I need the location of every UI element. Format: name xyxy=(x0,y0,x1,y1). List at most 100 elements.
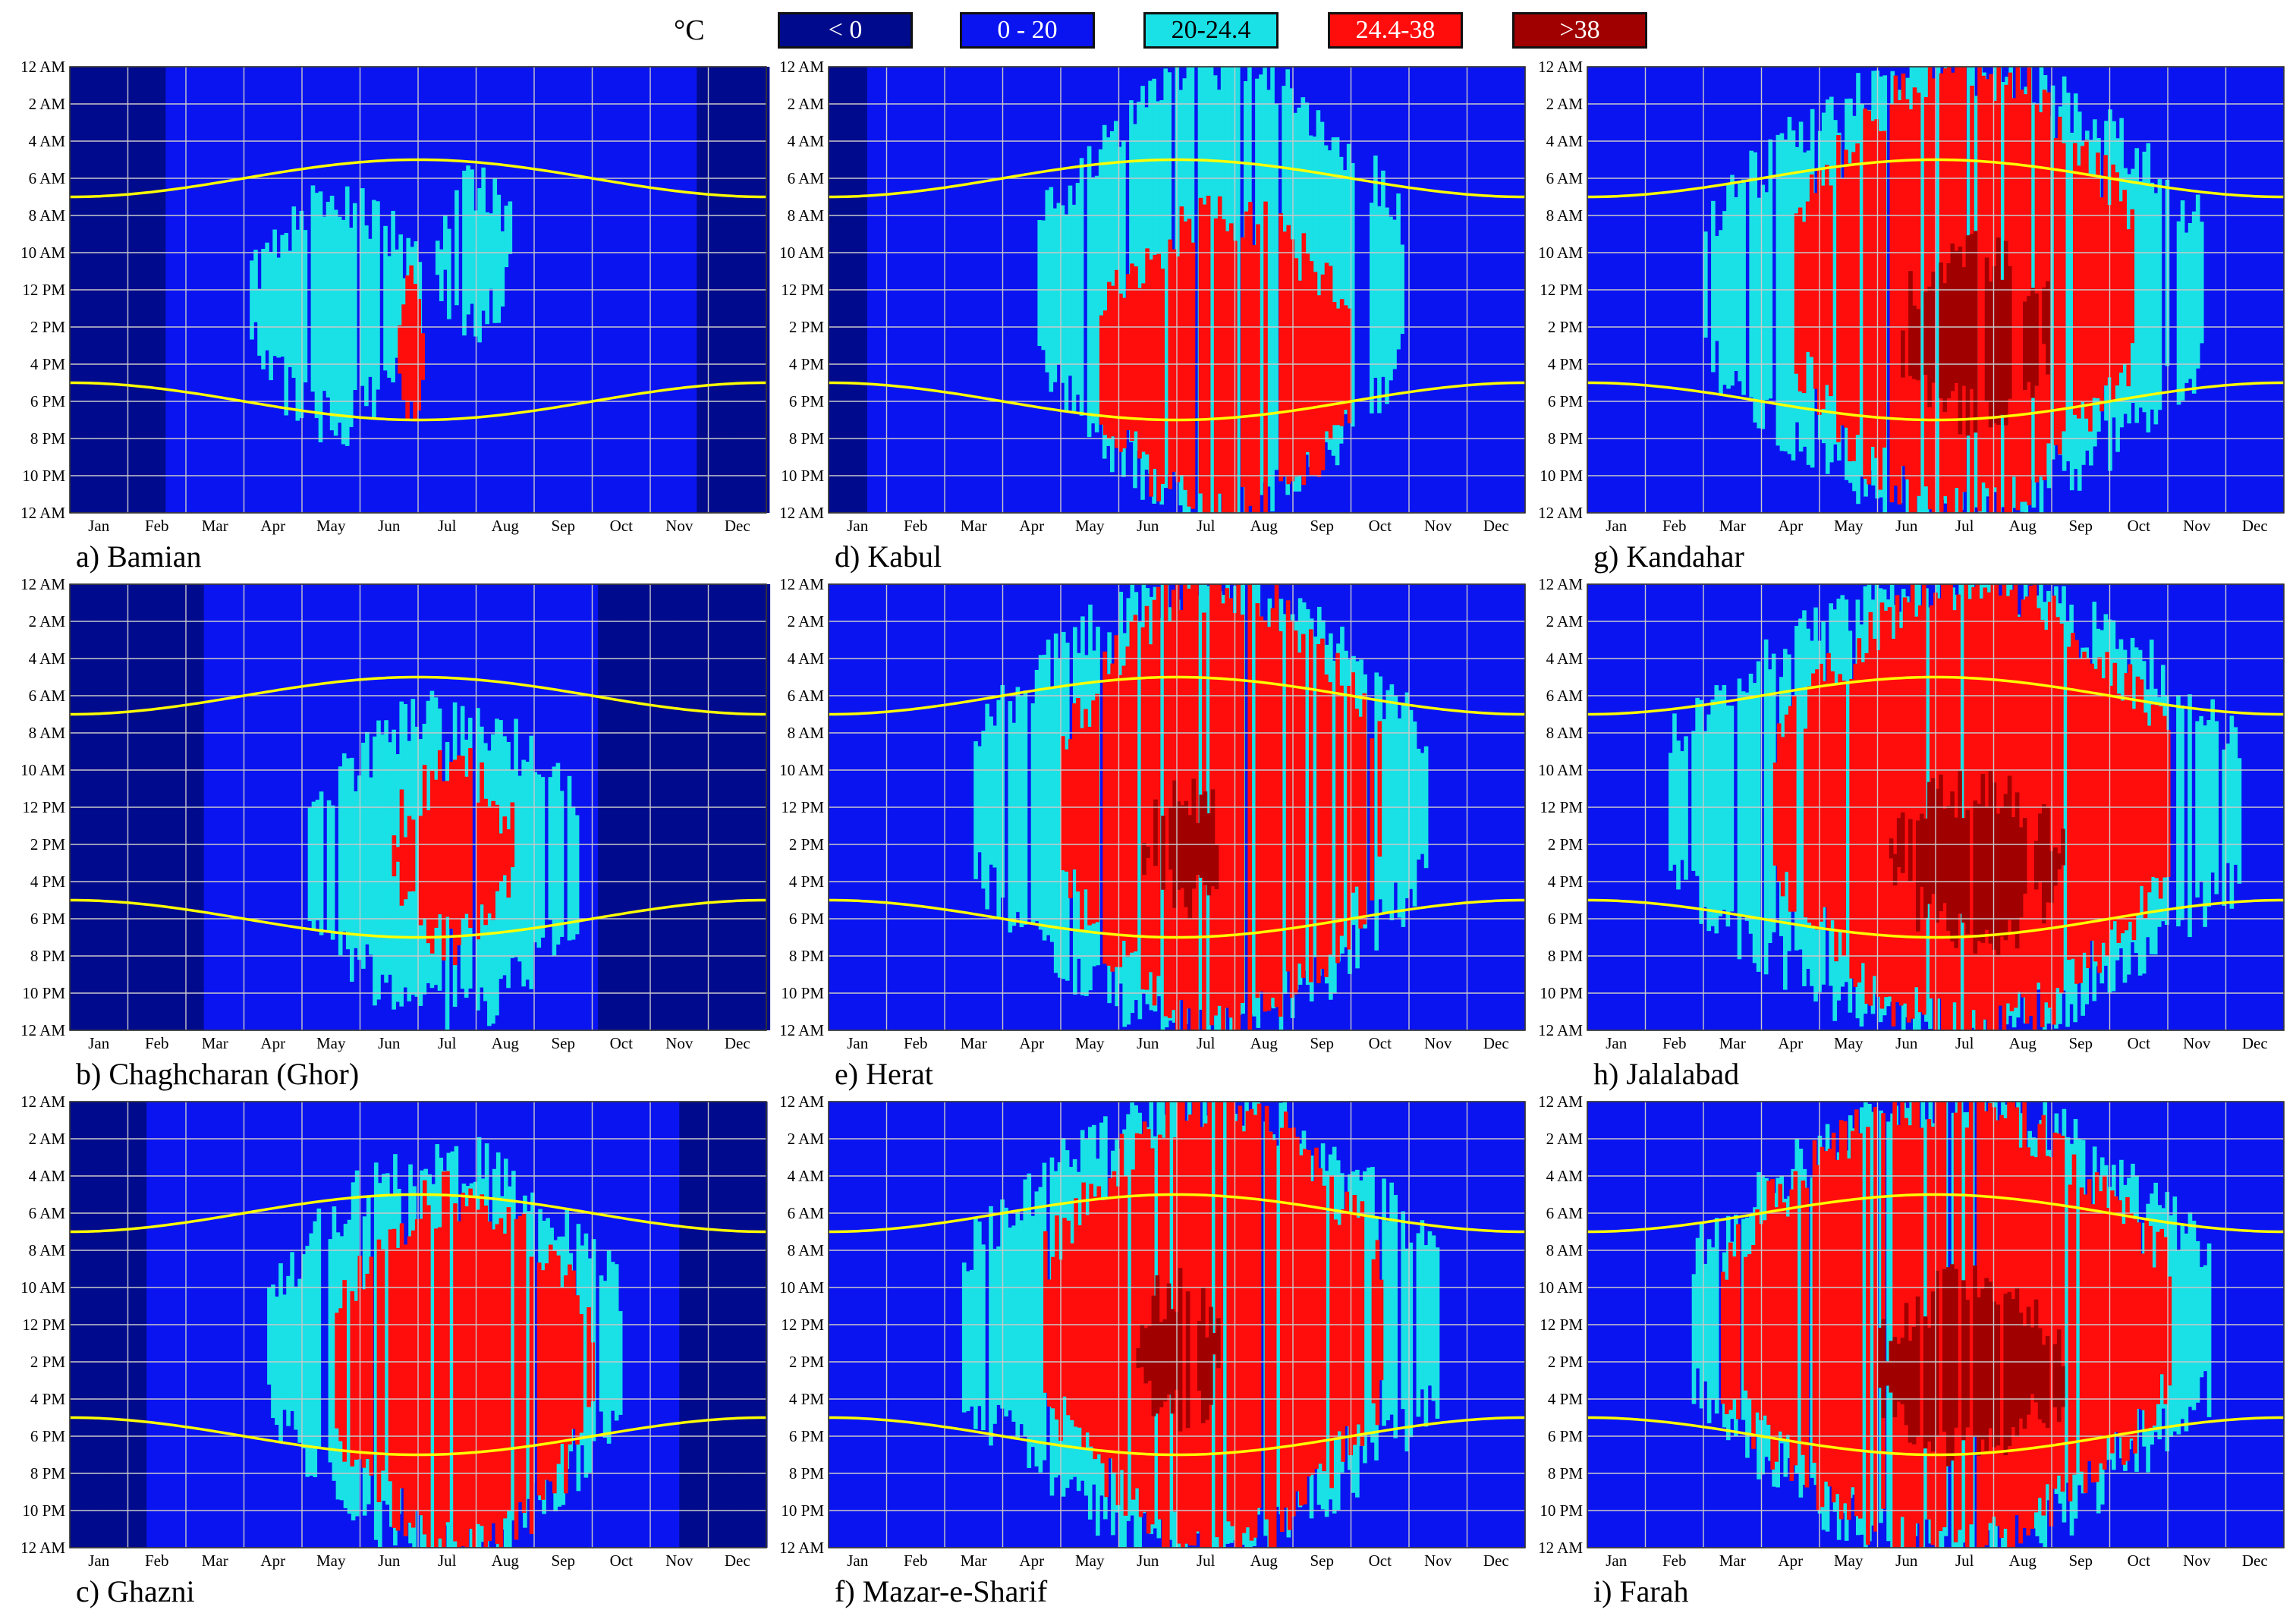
heatmap-zone-stripe xyxy=(1245,1111,1250,1528)
heatmap-zone-stripe xyxy=(1788,706,1793,912)
heatmap-zone-stripe xyxy=(1019,696,1024,928)
heatmap-zone-stripe xyxy=(1787,117,1792,454)
heatmap-zone-stripe xyxy=(2115,172,2119,386)
heatmap-zone-stripe xyxy=(1757,197,1762,429)
heatmap-zone-stripe xyxy=(2195,194,2200,369)
heatmap-zone-stripe xyxy=(1823,1151,1829,1482)
heatmap-zone-stripe xyxy=(2053,847,2058,886)
heatmap-zone-stripe xyxy=(1825,165,1829,385)
y-tick-label: 4 PM xyxy=(30,355,65,373)
heatmap-zone-stripe xyxy=(1412,721,1417,907)
heatmap-zone-stripe xyxy=(1883,611,1889,998)
heatmap-zone-stripe xyxy=(1038,1187,1043,1473)
heatmap-zone-stripe xyxy=(1034,1191,1039,1467)
heatmap-zone-stripe xyxy=(1345,1191,1350,1426)
heatmap-zone-stripe xyxy=(2077,1139,2082,1486)
heatmap-zone-stripe xyxy=(1011,722,1017,926)
panel-caption: i) Farah xyxy=(1593,1574,1689,1608)
heatmap-zone-stripe xyxy=(335,1313,339,1429)
heatmap-zone-stripe xyxy=(1950,791,1955,942)
heatmap-zone-stripe xyxy=(2110,1190,2115,1454)
y-tick-label: 6 AM xyxy=(29,169,66,187)
heatmap-zone-stripe xyxy=(2090,663,2094,941)
heatmap-zone-stripe xyxy=(1791,130,1796,461)
legend-item-0-20: 0 - 20 xyxy=(960,12,1095,49)
heatmap-zone-stripe xyxy=(1950,243,1955,391)
heatmap-zone-stripe xyxy=(307,807,313,922)
heatmap-zone-stripe xyxy=(399,789,404,906)
heatmap-zone-stripe xyxy=(1268,1131,1273,1548)
heatmap-zone-stripe xyxy=(2018,827,2024,918)
heatmap-zone-stripe xyxy=(1053,634,1058,973)
heatmap-zone-stripe xyxy=(384,720,388,983)
heatmap-zone-stripe xyxy=(288,250,293,367)
heatmap-zone-stripe xyxy=(1926,1328,1932,1442)
heatmap-zone-stripe xyxy=(1153,254,1157,469)
heatmap-zone-stripe xyxy=(1168,807,1173,870)
heatmap-zone-stripe xyxy=(2150,704,2156,877)
heatmap-zone-stripe xyxy=(555,762,561,945)
x-tick-label: Jul xyxy=(1197,1552,1216,1570)
heatmap-zone-stripe xyxy=(1217,584,1222,1006)
heatmap-zone-stripe xyxy=(1221,219,1226,513)
heatmap-zone-stripe xyxy=(1980,774,1986,943)
heatmap-zone-stripe xyxy=(1842,681,1846,957)
heatmap-zone-stripe xyxy=(1863,108,1867,479)
heatmap-zone-stripe xyxy=(2126,229,2131,387)
heatmap-zone-stripe xyxy=(1318,1168,1323,1464)
heatmap-zone-stripe xyxy=(1213,218,1219,513)
heatmap-zone-stripe xyxy=(1308,629,1313,982)
heatmap-zone-stripe xyxy=(426,1205,431,1548)
heatmap-zone-stripe xyxy=(1812,1140,1817,1464)
heatmap-zone-stripe xyxy=(1669,753,1673,871)
heatmap-zone-stripe xyxy=(1820,185,1826,409)
heatmap-zone-stripe xyxy=(1008,1228,1012,1411)
heatmap-zone-stripe xyxy=(2233,727,2238,865)
heatmap-zone-stripe xyxy=(1270,608,1275,998)
heatmap-zone-stripe xyxy=(319,791,324,935)
y-tick-label: 4 AM xyxy=(1546,649,1584,668)
heatmap-zone-stripe xyxy=(2003,794,2008,941)
heatmap-zone-stripe xyxy=(1801,222,1807,394)
heatmap-zone-stripe xyxy=(1316,295,1322,477)
y-tick-label: 10 PM xyxy=(781,1501,824,1520)
heatmap-zone-stripe xyxy=(1961,818,1967,923)
heatmap-zone-stripe xyxy=(1908,1125,1913,1548)
heatmap-zone-stripe xyxy=(1038,655,1043,930)
y-tick-label: 2 AM xyxy=(1546,95,1584,113)
heatmap-zone-stripe xyxy=(1815,669,1820,930)
y-tick-label: 10 AM xyxy=(779,1278,824,1297)
heatmap-zone-stripe xyxy=(495,1224,500,1545)
y-tick-label: 12 AM xyxy=(1538,1021,1583,1039)
y-tick-label: 10 AM xyxy=(779,244,824,262)
heatmap-zone-stripe xyxy=(1756,661,1761,972)
heatmap-zone-stripe xyxy=(1889,1341,1894,1393)
heatmap-zone-stripe xyxy=(1314,1147,1319,1470)
x-tick-label: Dec xyxy=(1483,517,1509,535)
heatmap-zone-stripe xyxy=(1942,808,1947,904)
y-tick-label: 6 PM xyxy=(789,392,824,410)
sunset-line xyxy=(1587,1416,2284,1457)
y-tick-label: 4 PM xyxy=(789,355,824,373)
heatmap-zone-stripe xyxy=(996,1246,1001,1405)
heatmap-zone-stripe xyxy=(525,761,530,980)
x-tick-label: Jun xyxy=(1895,1552,1918,1570)
heatmap-zone-stripe xyxy=(1901,330,1905,378)
heatmap-zone-stripe xyxy=(2060,1135,2065,1492)
heatmap-zone-stripe xyxy=(1838,1120,1844,1520)
heatmap-zone-stripe xyxy=(1137,288,1142,459)
heatmap-zone-stripe xyxy=(392,1228,397,1528)
heatmap-zone-stripe xyxy=(417,299,422,411)
heatmap-zone-stripe xyxy=(434,1228,439,1548)
heatmap-zone-stripe xyxy=(1886,1121,1891,1542)
heatmap-zone-stripe xyxy=(521,759,526,987)
heatmap-zone-stripe xyxy=(1728,1242,1733,1410)
plot-frame xyxy=(69,583,767,1031)
heatmap-zone-stripe xyxy=(1186,588,1191,1009)
heatmap-zone-stripe xyxy=(1137,621,1143,1020)
heatmap-zone-stripe xyxy=(2068,1184,2073,1501)
heatmap-zone-stripe xyxy=(1749,150,1753,398)
heatmap-zone-stripe xyxy=(1404,1248,1410,1452)
heatmap-zone-stripe xyxy=(1191,778,1197,889)
heatmap-zone-stripe xyxy=(337,216,342,423)
